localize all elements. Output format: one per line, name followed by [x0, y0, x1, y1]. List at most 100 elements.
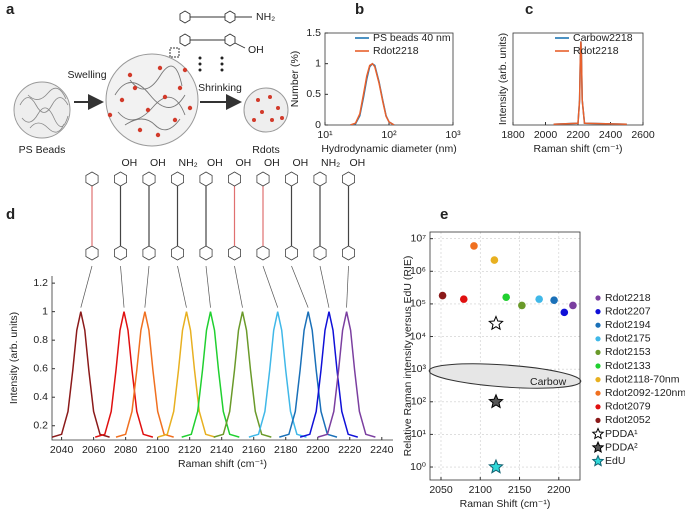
legend-label: Rdot2194	[605, 319, 651, 331]
carbow-region	[428, 363, 582, 389]
data-line	[350, 62, 395, 125]
point	[535, 295, 543, 303]
dye-dots	[252, 95, 284, 122]
point	[560, 308, 569, 317]
ring	[227, 245, 242, 261]
point	[550, 296, 558, 304]
x-tick-label: 2040	[50, 444, 74, 456]
group-label: OH	[236, 157, 252, 169]
x-tick-label: 2100	[146, 444, 170, 456]
leader-line	[262, 265, 279, 308]
y-tick-label: 0.2	[33, 420, 48, 432]
panel-label: d	[6, 206, 15, 223]
legend-marker	[595, 295, 601, 301]
y-tick-label: 10¹	[411, 428, 427, 440]
x-axis-label: Raman Shift (cm⁻¹)	[460, 498, 551, 509]
axes-frame	[51, 276, 393, 441]
y-tick-label: 10⁴	[410, 330, 426, 342]
ring	[170, 245, 185, 261]
y-axis-label: Intensity (arb. units)	[8, 312, 20, 404]
x-tick-label: 2100	[469, 484, 493, 496]
group-label: OH	[350, 157, 366, 169]
x-tick-label: 2140	[210, 444, 234, 456]
x-axis-label: Raman shift (cm⁻¹)	[534, 143, 623, 155]
ring	[85, 245, 99, 261]
ring	[227, 171, 242, 187]
structures	[179, 10, 252, 49]
x-tick-label: 2150	[508, 484, 532, 496]
data-line	[181, 311, 240, 438]
legend-marker	[591, 454, 605, 467]
group-label: OH	[122, 157, 138, 169]
legend-label: Rdot2207	[605, 305, 651, 317]
legend-label: Rdot2153	[605, 346, 651, 358]
legend-label: Rdot2092-120nm	[605, 387, 685, 399]
legend-marker	[591, 440, 605, 454]
x-tick-label: 2120	[178, 444, 202, 456]
legend-marker	[595, 404, 601, 410]
group-label: NH₂	[321, 157, 340, 169]
point	[569, 301, 577, 310]
data-line	[52, 311, 110, 438]
leader-line	[177, 265, 187, 308]
rdot	[243, 87, 289, 133]
star-point	[488, 458, 504, 474]
data-line	[94, 311, 154, 438]
y-tick-label: 0.6	[33, 362, 48, 374]
x-tick-label: 2200	[306, 444, 330, 456]
leader-line	[120, 265, 125, 308]
leader-line	[205, 265, 211, 308]
point	[470, 242, 478, 250]
legend-marker	[591, 427, 605, 440]
ring	[284, 245, 299, 261]
leader-line	[291, 265, 309, 308]
data-line	[279, 311, 338, 438]
x-tick-label: 2060	[82, 444, 106, 456]
y-tick-label: 0	[315, 119, 321, 131]
panel-e: e 2050 2100 2150 2200 10⁰ 10¹ 10² 10³ 10⁴ 10⁵ 10⁶ 10…	[402, 206, 685, 509]
group-label: OH	[293, 157, 309, 169]
legend-label: PDDA¹	[605, 428, 638, 440]
annotation: Carbow	[530, 376, 567, 388]
panel-a: a Swelling NH₂ OH Shrinking PS Beads Rdo…	[6, 1, 289, 156]
legend-label: EdU	[605, 455, 625, 467]
star-point	[488, 315, 504, 331]
y-tick-label: 10⁶	[410, 265, 426, 277]
group-label: OH	[207, 157, 223, 169]
y-tick-label: 10³	[411, 363, 427, 375]
legend-marker	[595, 390, 601, 396]
x-axis-label: Raman shift (cm⁻¹)	[178, 458, 267, 470]
x-tick-label: 2240	[370, 444, 394, 456]
y-tick-label: 0.8	[33, 334, 48, 346]
ring	[256, 245, 270, 261]
y-tick-label: 10²	[411, 396, 427, 408]
data-line	[317, 311, 376, 438]
legend-label: Rdot2052	[605, 414, 651, 426]
x-tick-label: 2000	[534, 129, 558, 141]
ring	[114, 245, 127, 261]
group-label: OH	[264, 157, 280, 169]
panel-c: c 1800 2000 2200 2400 2600 Raman shift (cm⁻¹) I…	[497, 1, 655, 155]
legend-marker	[595, 322, 601, 328]
legend-label: PDDA²	[605, 441, 638, 453]
legend-marker	[595, 309, 601, 315]
y-axis-label: Number (%)	[289, 51, 301, 108]
group-label: NH₂	[179, 157, 198, 169]
legend-marker	[595, 417, 601, 423]
panel-label: a	[6, 1, 15, 18]
point	[459, 295, 468, 303]
x-tick-label: 1800	[501, 129, 525, 141]
star-point	[488, 393, 504, 409]
legend-label: Rdot2133	[605, 360, 651, 372]
x-tick-label: 2050	[429, 484, 453, 496]
caption: PS Beads	[19, 144, 66, 156]
legend-label: PS beads 40 nm	[373, 32, 451, 44]
dye-dots	[107, 65, 193, 138]
data-line	[115, 311, 174, 438]
point	[502, 293, 510, 302]
y-tick-label: 10⁵	[410, 298, 426, 310]
panel-label: b	[355, 1, 364, 18]
y-tick-label: 10⁷	[411, 232, 427, 244]
step-label: Swelling	[67, 69, 106, 81]
